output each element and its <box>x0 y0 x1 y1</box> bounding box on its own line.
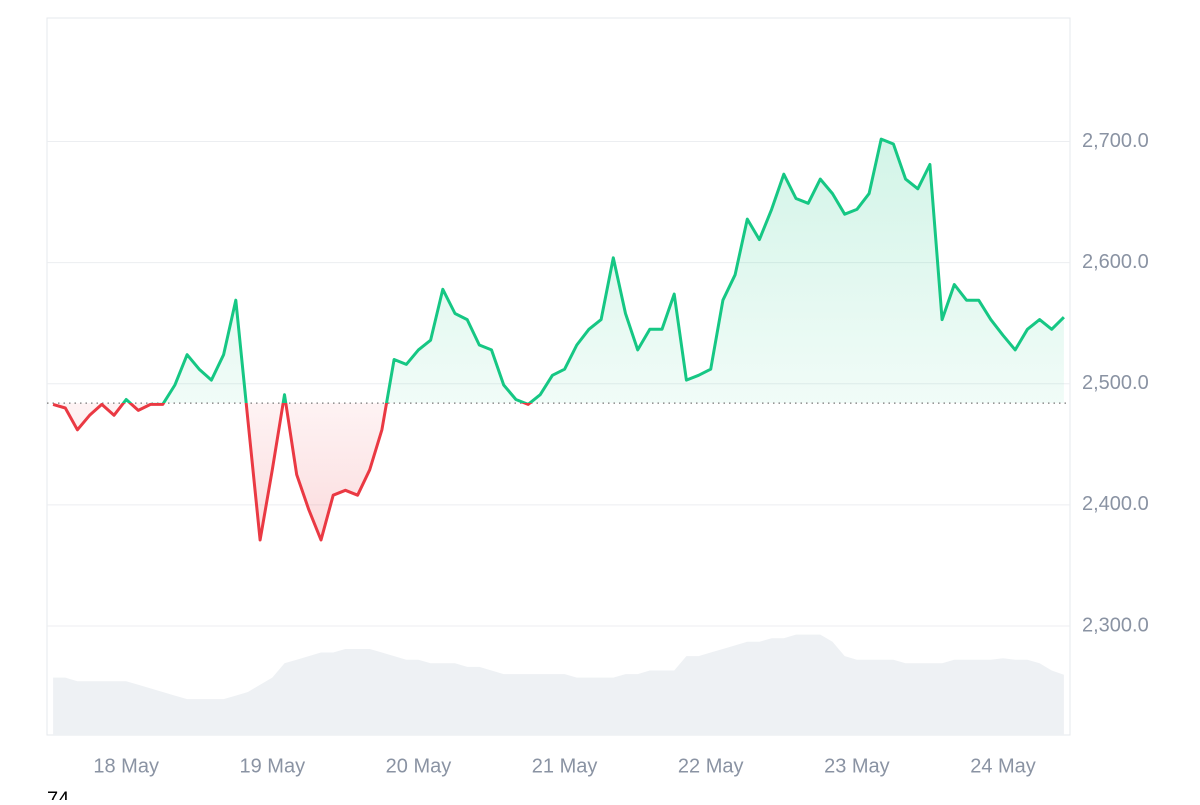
footer-text: 74 <box>47 788 69 800</box>
x-tick-label: 22 May <box>678 755 744 777</box>
x-tick-label: 20 May <box>386 755 452 777</box>
y-tick-label: 2,500.0 <box>1082 372 1149 394</box>
y-tick-label: 2,300.0 <box>1082 614 1149 636</box>
y-tick-label: 2,700.0 <box>1082 130 1149 152</box>
baseline-area <box>53 139 1064 540</box>
x-tick-label: 19 May <box>240 755 306 777</box>
x-tick-label: 23 May <box>824 755 890 777</box>
x-tick-label: 21 May <box>532 755 598 777</box>
x-tick-label: 18 May <box>93 755 159 777</box>
x-tick-label: 24 May <box>970 755 1036 777</box>
y-tick-label: 2,600.0 <box>1082 251 1149 273</box>
price-line <box>52 137 1065 542</box>
volume-area <box>53 634 1064 735</box>
y-tick-label: 2,400.0 <box>1082 493 1149 515</box>
